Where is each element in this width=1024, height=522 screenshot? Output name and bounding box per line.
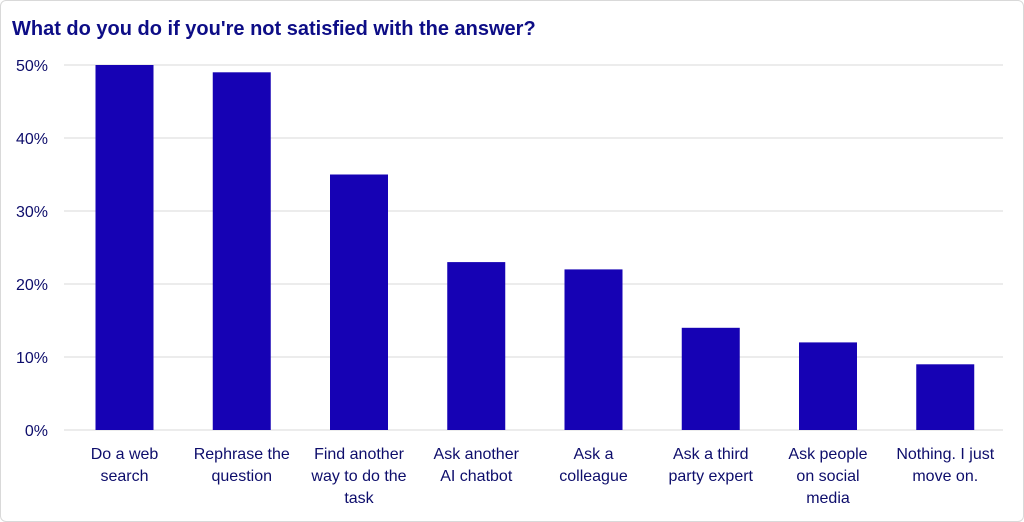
bar (916, 364, 975, 430)
y-tick-label: 10% (16, 350, 48, 367)
x-tick-label: Ask a colleague (559, 446, 628, 485)
bar (799, 342, 857, 430)
y-tick-label: 0% (25, 423, 48, 440)
bar (447, 262, 506, 430)
x-tick-label: Ask another AI chatbot (434, 446, 520, 485)
x-axis: Do a web search Rephrase the question Find a… (91, 446, 995, 507)
y-tick-label: 30% (16, 204, 48, 221)
bars (95, 65, 975, 431)
x-tick-label: Nothing. I just move on. (896, 446, 994, 485)
x-tick-label: Do a web search (91, 446, 159, 485)
chart-title: What do you do if you're not satisfied w… (12, 18, 536, 40)
y-tick-label: 50% (16, 58, 48, 75)
bar (681, 327, 740, 430)
y-axis: 0% 10% 20% 30% 40% 50% (16, 58, 48, 440)
grid-layer (64, 64, 1003, 431)
bar (330, 174, 388, 430)
bar (212, 72, 271, 431)
y-tick-label: 20% (16, 277, 48, 294)
bar (564, 269, 623, 430)
x-tick-label: Rephrase the question (194, 446, 290, 485)
y-tick-label: 40% (16, 131, 48, 148)
x-tick-label: Ask a third party expert (669, 446, 754, 485)
x-tick-label: Ask people on social media (788, 446, 867, 507)
x-tick-label: Find another way to do the task (310, 446, 406, 507)
bar (95, 65, 154, 430)
